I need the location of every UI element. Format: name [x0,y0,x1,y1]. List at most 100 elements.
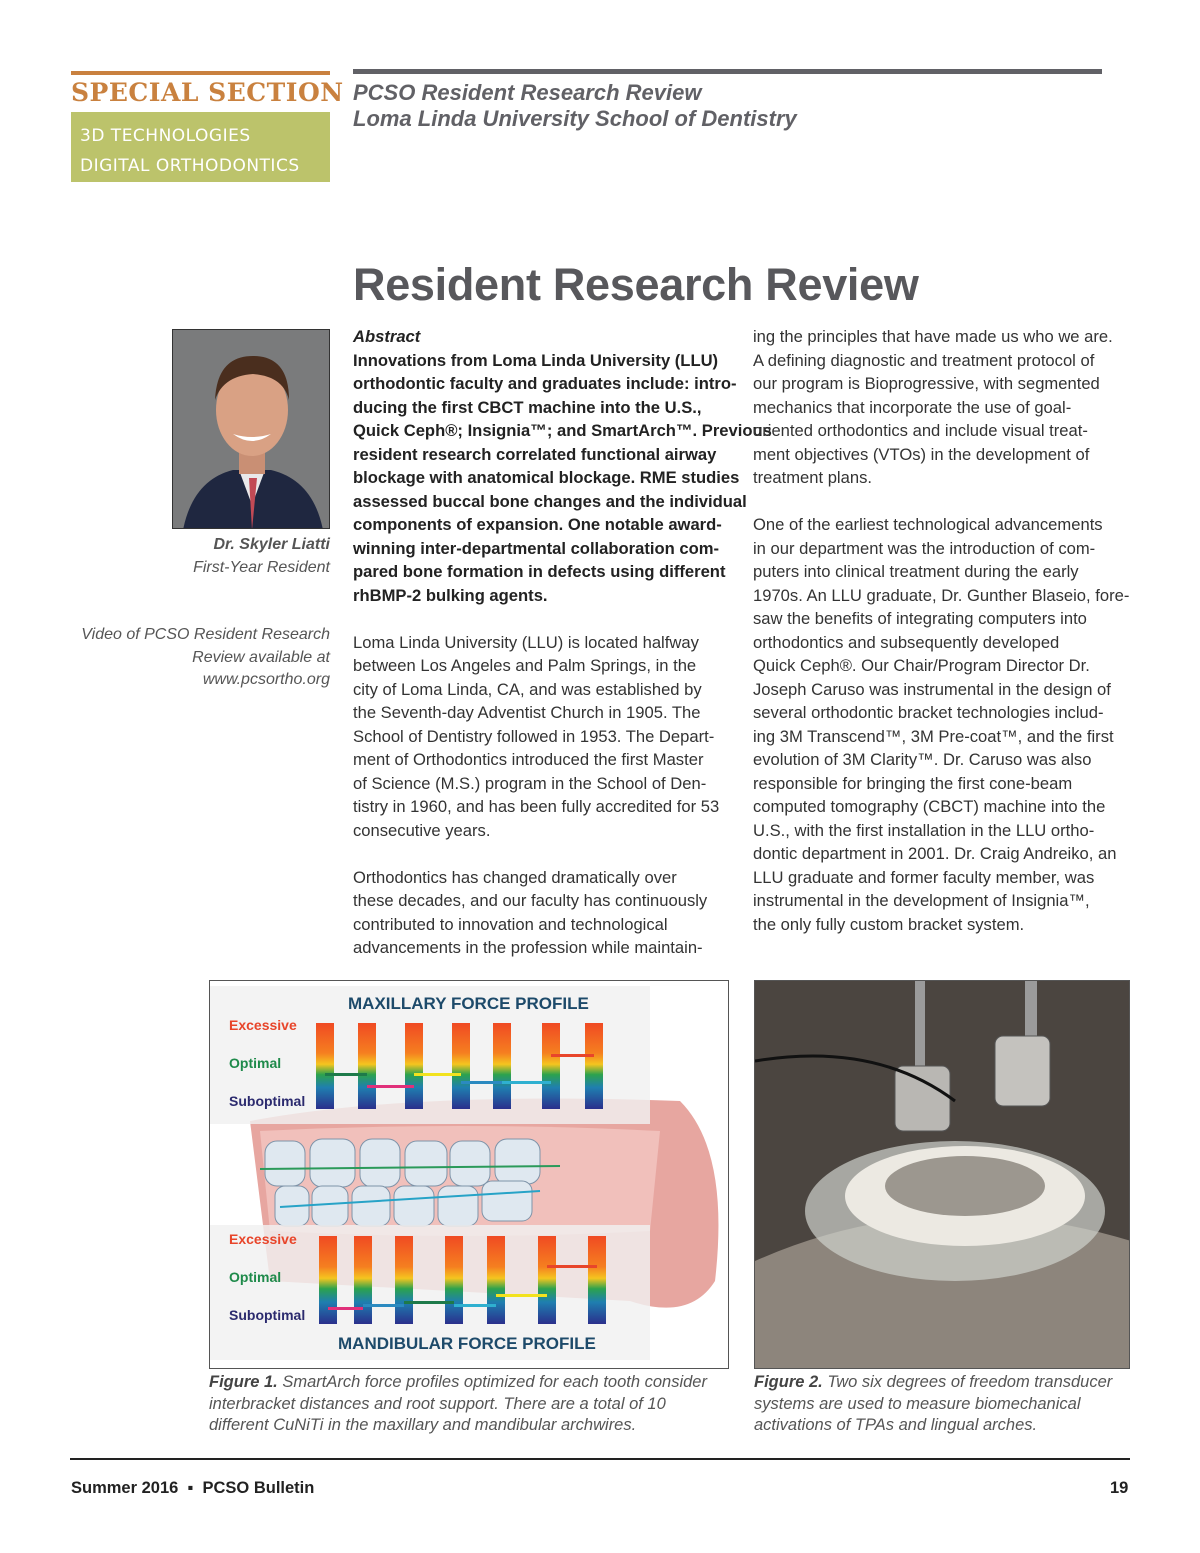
transducer-photo [755,981,1129,1368]
subtitle-line: Loma Linda University School of Dentistr… [353,106,797,131]
video-note: Video of PCSO Resident Research Review a… [81,624,330,692]
mandibular-title: MANDIBULAR FORCE PROFILE [338,1334,596,1353]
wire-connector [367,1084,414,1088]
section-rule [71,71,330,75]
text-line: ing 3M Transcend™, 3M Pre-coat™, and the… [753,726,1114,746]
text-line: Loma Linda University (LLU) is located h… [353,632,699,652]
wire-connector [414,1072,461,1076]
caption-label: Figure 2. [754,1373,823,1391]
text-line: advancements in the profession while mai… [353,938,703,957]
abstract-text: Innovations from Loma Linda University (… [353,349,772,608]
text-line: blockage with anatomical blockage. RME s… [353,468,740,487]
level-label: Suboptimal [229,1307,306,1323]
text-line: our program is Bioprogressive, with segm… [753,374,1100,393]
wire-connector [363,1303,404,1307]
caption-line: activations of TPAs and lingual arches. [754,1416,1038,1434]
text-line: orthodontics and subsequently developed [753,632,1060,652]
text-line: tistry in 1960, and has been fully accre… [353,797,720,816]
text-line: A defining diagnostic and treatment prot… [753,350,1095,370]
special-section-label: SPECIAL SECTION [71,78,344,107]
text-line: contributed to innovation and technologi… [353,914,668,934]
text-line: mechanics that incorporate the use of go… [753,397,1072,417]
force-bar [493,1023,511,1109]
caption-line: Two six degrees of freedom transducer [827,1373,1113,1391]
author-photo [172,329,330,529]
right-column: ing the principles that have made us who… [753,325,1129,936]
website-link[interactable]: www.pcsortho.org [202,671,330,688]
level-label: Excessive [229,1017,297,1033]
force-bar [405,1023,423,1109]
author-name: Dr. Skyler Liatti [213,536,331,553]
force-bar [316,1023,334,1109]
text-line: consecutive years. [353,820,491,840]
author-caption: Dr. Skyler Liatti First-Year Resident [193,534,330,579]
text-line: rhBMP-2 bulking agents. [353,585,548,605]
wire-connector [551,1053,594,1057]
text-line: the Seventh-day Adventist Church in 1905… [353,703,701,722]
caption-line: interbracket distances and root support.… [209,1394,666,1413]
text-line: Joseph Caruso was instrumental in the de… [753,679,1111,699]
video-note-line: Review available at [192,648,330,666]
text-line: the only fully custom bracket system. [753,914,1025,934]
text-line: of Science (M.S.) program in the School … [353,773,707,793]
wire-connector [461,1081,502,1085]
text-line: School of Dentistry followed in 1953. Th… [353,726,715,746]
footer-publication: Summer 2016 ▪ PCSO Bulletin [71,1479,315,1497]
text-line: Orthodontics has changed dramatically ov… [353,867,677,887]
force-bar [542,1023,560,1109]
text-line: LLU graduate and former faculty member, … [753,867,1095,887]
force-bar [354,1236,372,1324]
author-role: First-Year Resident [193,558,330,576]
force-bar [585,1023,603,1109]
force-bar [319,1236,337,1324]
force-bar [358,1023,376,1109]
text-line: One of the earliest technological advanc… [753,515,1103,534]
text-line: saw the benefits of integrating computer… [753,609,1087,628]
caption-line: different CuNiTi in the maxillary and ma… [209,1416,637,1434]
caption-label: Figure 1. [209,1373,278,1391]
figure-2-caption: Figure 2. Two six degrees of freedom tra… [754,1372,1112,1437]
paragraph: ing the principles that have made us who… [753,325,1129,490]
wire-connector [502,1081,551,1085]
text-line: ment objectives (VTOs) in the developmen… [753,444,1090,464]
page-number: 19 [1110,1479,1129,1497]
text-line: dontic department in 2001. Dr. Craig And… [753,844,1117,863]
force-bar [538,1236,556,1324]
force-bar [452,1023,470,1109]
level-label: Optimal [229,1055,282,1071]
wire-connector [328,1307,363,1311]
caption-line: systems are used to measure biomechanica… [754,1394,1081,1413]
text-line: instrumental in the development of Insig… [753,891,1090,910]
topic: 3D TECHNOLOGIES [80,126,251,146]
text-line: city of Loma Linda, CA, and was establis… [353,679,702,699]
text-line: Quick Ceph®; Insignia™; and SmartArch™. … [353,421,772,440]
topic: DIGITAL ORTHODONTICS [80,156,300,176]
video-note-line: Video of PCSO Resident Research [81,626,330,643]
text-line: oriented orthodontics and include visual… [753,421,1088,440]
header-subtitle: PCSO Resident Research Review Loma Linda… [353,80,797,132]
force-bar [395,1236,413,1324]
text-line: puters into clinical treatment during th… [753,562,1079,581]
text-line: ducing the first CBCT machine into the U… [353,397,702,417]
topic-box: 3D TECHNOLOGIES DIGITAL ORTHODONTICS [71,112,330,182]
text-line: U.S., with the first installation in the… [753,820,1095,840]
text-line: pared bone formation in defects using di… [353,562,726,581]
level-label: Excessive [229,1231,297,1247]
text-line: orthodontic faculty and graduates includ… [353,374,737,393]
page-title: Resident Research Review [353,259,919,310]
text-line: winning inter-departmental collaboration… [353,538,720,558]
paragraph: One of the earliest technological advanc… [753,513,1129,936]
text-line: in our department was the introduction o… [753,538,1096,558]
level-label: Optimal [229,1269,282,1285]
figure-1-force-profiles: MAXILLARY FORCE PROFILE MANDIBULAR FORCE… [209,980,729,1369]
caption-line: SmartArch force profiles optimized for e… [282,1373,707,1391]
text-line: these decades, and our faculty has conti… [353,891,708,910]
figure-2-transducer-photo [754,980,1130,1369]
abstract-heading: Abstract [353,327,421,346]
wire-connector [454,1303,496,1307]
level-label: Suboptimal [229,1093,306,1109]
maxillary-title: MAXILLARY FORCE PROFILE [348,994,589,1013]
text-line: Innovations from Loma Linda University (… [353,350,719,370]
text-line: responsible for bringing the first cone-… [753,773,1073,793]
text-line: computed tomography (CBCT) machine into … [753,797,1106,816]
